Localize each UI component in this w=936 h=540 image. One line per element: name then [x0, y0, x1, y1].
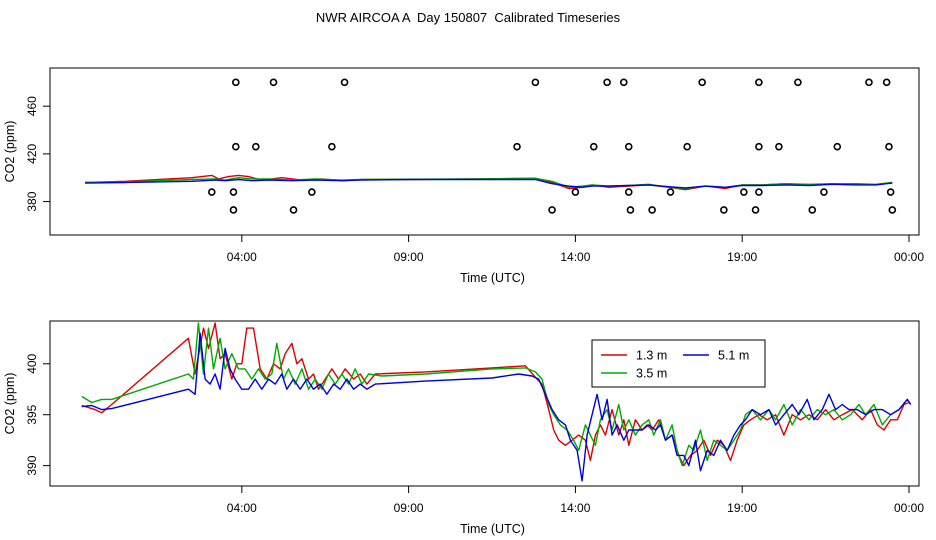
bottom-plot-panel: 04:00 09:00 14:00 19:00 00:00 390 395 400 Time (… [3, 320, 924, 536]
top-marker-point [882, 78, 891, 87]
top-marker-point [232, 142, 240, 151]
top-marker-point [755, 78, 763, 87]
top-marker-point [833, 142, 842, 151]
legend-label: 1.3 m [636, 349, 667, 363]
top-x-tick-label: 19:00 [727, 250, 757, 264]
top-marker-point [808, 206, 817, 214]
top-marker-point [589, 142, 598, 151]
top-marker-point [229, 206, 238, 214]
chart-title: NWR AIRCOA A Day 150807 Calibrated Times… [315, 10, 621, 25]
bottom-series-line-13m [81, 322, 910, 467]
top-marker-point [885, 142, 893, 151]
top-marker-point [794, 78, 802, 87]
top-marker-point [720, 206, 728, 214]
legend-label: 3.5 m [636, 367, 667, 381]
top-plot-panel: 04:00 09:00 14:00 19:00 00:00 380 420 460 Time (… [3, 67, 924, 285]
top-marker-point [886, 188, 895, 196]
bottom-y-tick-label: 390 [25, 455, 39, 475]
top-x-tick-label: 14:00 [560, 250, 590, 264]
top-marker-point [698, 78, 706, 87]
top-marker-point [232, 78, 240, 87]
top-marker-point [619, 78, 628, 87]
legend-box [591, 339, 766, 388]
top-plot-frame [49, 67, 920, 236]
top-marker-point [820, 188, 828, 196]
legend-label: 5.1 m [718, 349, 749, 363]
bottom-plot-frame [49, 320, 920, 487]
top-series-line-13m [84, 174, 893, 191]
bottom-y-tick-label: 400 [25, 353, 39, 373]
bottom-x-tick-label: 14:00 [560, 501, 590, 515]
top-marker-point [865, 78, 873, 87]
top-marker-point [624, 188, 633, 196]
top-marker-point [888, 206, 897, 214]
bottom-y-axis-title: CO2 (ppm) [3, 373, 17, 435]
top-x-tick-label: 00:00 [894, 250, 924, 264]
top-marker-point [289, 206, 298, 214]
top-x-tick-label: 09:00 [394, 250, 424, 264]
bottom-y-tick-label: 395 [25, 404, 39, 424]
top-marker-point [328, 142, 336, 151]
top-marker-point [648, 206, 656, 214]
top-marker-point [666, 188, 675, 196]
top-marker-point [340, 78, 349, 87]
bottom-x-tick-label: 09:00 [394, 501, 424, 515]
bottom-x-tick-label: 04:00 [227, 501, 257, 515]
top-y-tick-label: 420 [25, 144, 39, 164]
bottom-legend: 1.3 m 5.1 m 3.5 m [591, 339, 766, 388]
bottom-series-line-35m [81, 322, 912, 467]
top-marker-point [775, 142, 783, 151]
top-marker-point [755, 188, 763, 196]
top-y-tick-label: 460 [25, 96, 39, 116]
top-marker-point [531, 78, 540, 87]
top-marker-point [207, 188, 216, 196]
top-y-axis-title: CO2 (ppm) [3, 121, 17, 183]
top-marker-point [252, 142, 260, 151]
top-marker-point [683, 142, 691, 151]
top-marker-point [626, 206, 635, 214]
top-marker-point [229, 188, 238, 196]
top-series-line-51m [84, 178, 893, 189]
top-marker-point [740, 188, 748, 196]
bottom-x-axis-title: Time (UTC) [460, 522, 525, 536]
bottom-x-tick-label: 19:00 [727, 501, 757, 515]
top-marker-point [308, 188, 316, 196]
top-marker-point [513, 142, 521, 151]
bottom-x-tick-label: 00:00 [894, 501, 924, 515]
top-marker-point [548, 206, 556, 214]
top-marker-point [269, 78, 278, 87]
top-marker-point [571, 188, 580, 196]
bottom-series-line-51m [81, 332, 912, 482]
top-x-axis-title: Time (UTC) [460, 271, 525, 285]
top-marker-point [755, 142, 763, 151]
top-y-tick-label: 380 [25, 191, 39, 211]
top-marker-point [603, 78, 611, 87]
top-marker-point [751, 206, 760, 214]
top-marker-point [624, 142, 633, 151]
top-x-tick-label: 04:00 [227, 250, 257, 264]
